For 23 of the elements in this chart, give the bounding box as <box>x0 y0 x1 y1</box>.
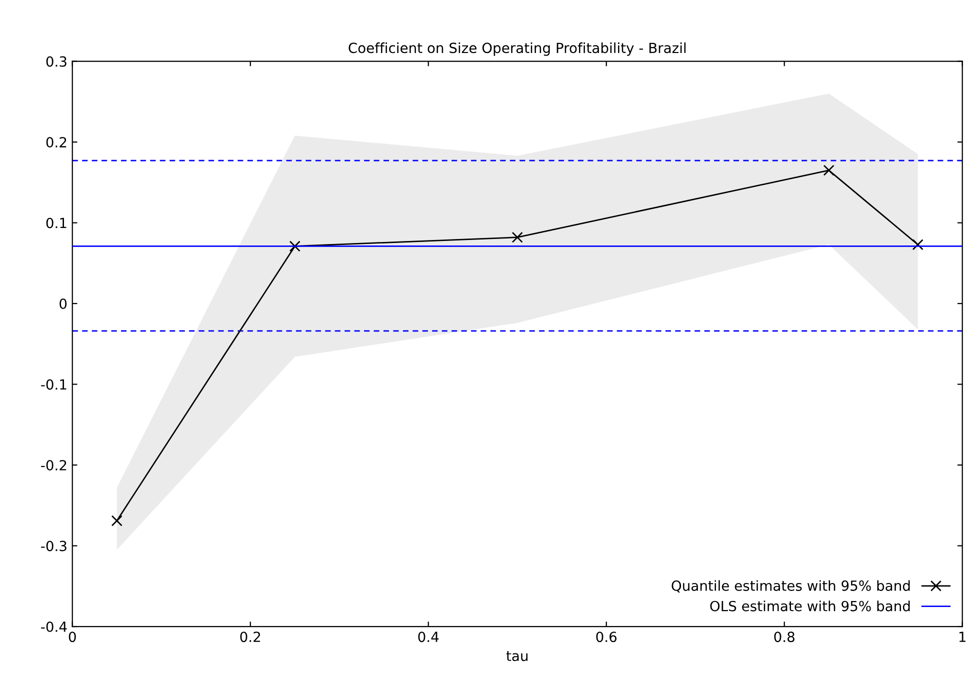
x-tick-label: 1 <box>959 632 966 642</box>
x-axis-title: tau <box>506 651 528 662</box>
legend-label: Quantile estimates with 95% band <box>672 580 910 593</box>
y-tick-label: 0.3 <box>46 56 66 67</box>
y-tick-label: -0.3 <box>41 540 66 552</box>
point <box>823 164 834 176</box>
x-tick-label: 0.8 <box>774 632 794 642</box>
x-tick-label: 0.4 <box>418 632 439 642</box>
legend-label: OLS estimate with 95% band <box>710 600 910 612</box>
x-tick-label: 0 <box>68 632 76 642</box>
point <box>512 232 523 243</box>
y-tick-label: 0.1 <box>46 218 66 228</box>
x-tick-label: 0.2 <box>240 632 260 642</box>
y-tick-label: -0.4 <box>41 621 67 632</box>
y-tick-label: 0 <box>60 298 67 310</box>
y-tick-label: 0.2 <box>46 137 66 148</box>
point <box>289 240 300 252</box>
y-tick-label: -0.2 <box>41 460 66 470</box>
point <box>912 239 924 250</box>
chart-title: Coefficient on Size Operating Profitability - Brazil <box>348 42 686 56</box>
point <box>111 515 122 526</box>
y-tick-label: -0.1 <box>41 379 66 390</box>
x-tick-label: 0.6 <box>596 632 617 642</box>
